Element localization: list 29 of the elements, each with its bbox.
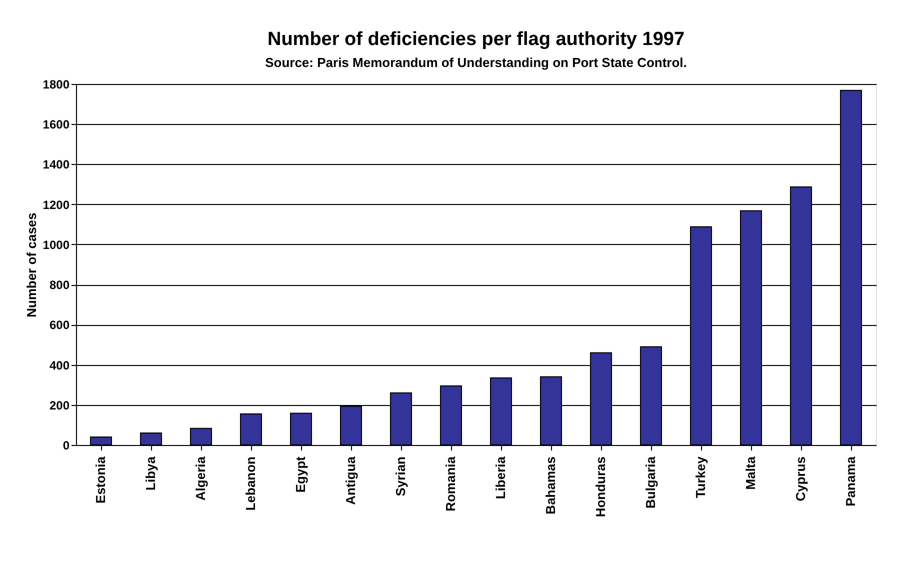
- x-tick-label: Honduras: [593, 456, 608, 518]
- y-tick-label: 1800: [42, 78, 70, 92]
- y-tick-label: 800: [49, 278, 70, 292]
- chart-title: Number of deficiencies per flag authority 1997: [267, 29, 685, 50]
- y-tick-label: 1200: [42, 198, 70, 212]
- y-tick-label: 600: [49, 318, 70, 332]
- y-tick-label: 1000: [42, 238, 70, 252]
- x-tick-label: Romania: [443, 456, 458, 512]
- x-tick-label: Antigua: [343, 456, 358, 505]
- x-tick-label: Libya: [143, 456, 158, 490]
- x-tick-label: Syrian: [393, 456, 408, 496]
- x-tick-label: Bahamas: [543, 456, 558, 514]
- y-tick-label: 0: [62, 438, 70, 452]
- x-tick-label: Cyprus: [793, 456, 808, 502]
- y-tick-label: 400: [49, 358, 70, 372]
- x-tick-label: Bulgaria: [643, 456, 658, 509]
- y-tick-label: 200: [49, 398, 70, 412]
- x-tick-label: Lebanon: [243, 456, 258, 511]
- x-tick-label: Algeria: [193, 456, 208, 501]
- y-axis-title: Number of cases: [24, 212, 39, 318]
- y-tick-label: 1400: [42, 158, 70, 172]
- y-tick-label: 1600: [42, 118, 70, 132]
- x-tick-label: Malta: [743, 456, 758, 490]
- x-tick-label: Panama: [843, 456, 858, 506]
- chart-subtitle: Source: Paris Memorandum of Understanding on Port State Control.: [265, 55, 687, 70]
- x-tick-label: Egypt: [293, 456, 308, 493]
- x-tick-label: Turkey: [693, 456, 708, 498]
- x-tick-label: Estonia: [93, 456, 108, 504]
- x-tick-label: Liberia: [493, 456, 508, 500]
